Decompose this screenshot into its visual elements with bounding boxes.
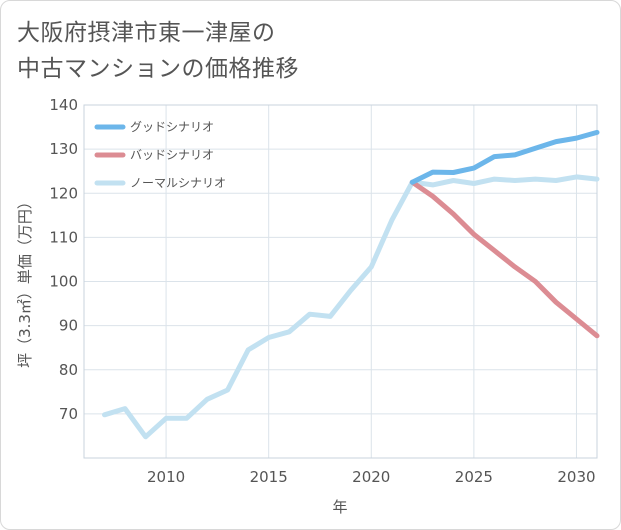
y-tick-label: 90	[59, 317, 78, 335]
series-lines	[102, 129, 600, 440]
x-tick-label: 2030	[557, 468, 595, 486]
y-tick-label: 100	[49, 273, 78, 291]
y-tick-label: 70	[59, 405, 78, 423]
y-tick-label: 80	[59, 361, 78, 379]
title-line-1: 大阪府摂津市東一津屋の	[17, 20, 276, 46]
series-line-2	[102, 174, 600, 440]
x-tick-label: 2015	[250, 468, 288, 486]
series-line-1	[409, 179, 600, 339]
title-line-2: 中古マンションの価格推移	[17, 56, 299, 82]
y-tick-label: 130	[49, 140, 78, 158]
x-tick-label: 2025	[455, 468, 493, 486]
x-axis-title: 年	[332, 498, 347, 516]
y-tick-label: 140	[49, 96, 78, 114]
y-tick-label: 110	[49, 228, 78, 246]
x-tick-label: 2020	[352, 468, 390, 486]
legend-label-2: ノーマルシナリオ	[130, 176, 226, 190]
y-axis-title: 坪（3.3㎡）単価（万円）	[16, 194, 34, 368]
chart-title: 大阪府摂津市東一津屋の 中古マンションの価格推移	[17, 15, 299, 87]
plot-frame	[83, 104, 598, 459]
series-line-0	[409, 129, 600, 185]
legend-label-1: バッドシナリオ	[130, 148, 214, 162]
y-tick-label: 120	[49, 184, 78, 202]
y-tick-labels: 70 80 90 100 110 120 130 140	[49, 96, 78, 423]
legend-label-0: グッドシナリオ	[130, 120, 214, 134]
x-tick-labels: 2010 2015 2020 2025 2030	[147, 468, 596, 486]
x-tick-label: 2010	[147, 468, 185, 486]
